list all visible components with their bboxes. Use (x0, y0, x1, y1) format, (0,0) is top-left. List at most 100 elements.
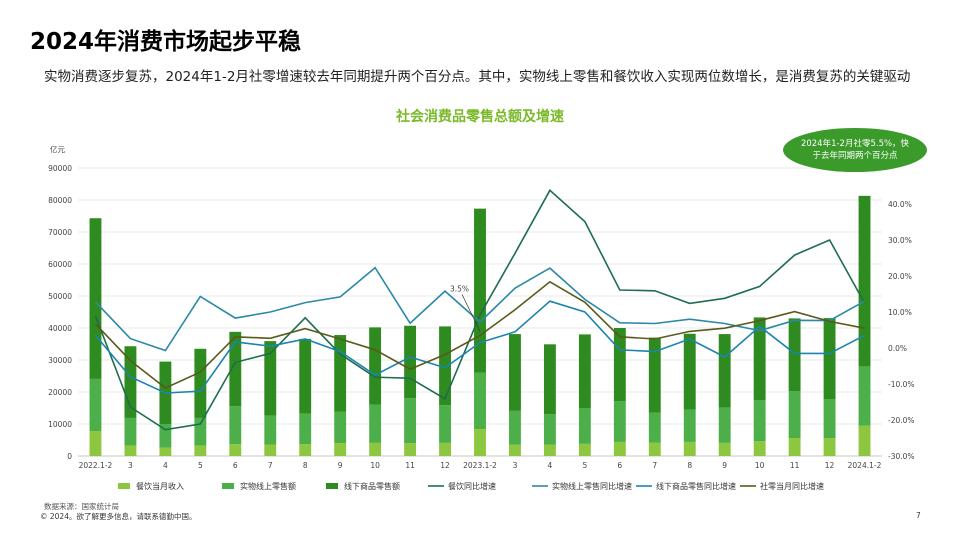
annotation-leader (461, 294, 481, 332)
bar-segment (509, 334, 521, 411)
bar-segment (369, 404, 382, 443)
x-tick-label: 4 (163, 461, 168, 470)
bar-segment (788, 391, 801, 439)
annotation-layer: 3.5% (450, 284, 481, 332)
bar-segment (788, 438, 801, 456)
chart-title: 社会消费品零售总额及增速 (396, 109, 564, 125)
bar-segment (509, 410, 521, 445)
series-line (94, 300, 865, 394)
bar-segment (124, 445, 137, 456)
x-tick-label: 2024.1-2 (848, 461, 882, 470)
y2-tick-label: 0.0% (888, 344, 907, 353)
x-tick-label: 11 (405, 461, 415, 470)
bar-segment (474, 372, 486, 430)
y-tick-label: 50000 (48, 292, 72, 301)
bar-segment (299, 413, 312, 445)
line-layer (94, 189, 866, 431)
y2-tick-label: -20.0% (888, 416, 915, 425)
bar-segment (229, 331, 242, 407)
x-tick-label: 4 (548, 461, 553, 470)
bar-segment (718, 407, 731, 443)
bar-segment (89, 218, 102, 379)
y-tick-label: 10000 (48, 420, 72, 429)
legend-label: 实物线上零售额 (240, 481, 296, 491)
bar-segment (858, 195, 871, 367)
bar-segment (648, 412, 661, 443)
bar-segment (788, 318, 801, 392)
bar-segment (124, 417, 137, 446)
bar-segment (578, 408, 591, 444)
bar-segment (753, 317, 766, 401)
bar-segment (159, 424, 172, 448)
x-axis: 2022.1-2 3 4 5 6 7 8 9 10 11 12 2023.1-2 3 4 5 6 7 8 9 10 11… (79, 461, 882, 470)
bar-segment (648, 337, 661, 413)
bar-segment (718, 442, 731, 456)
bar-segment (823, 399, 836, 439)
bar-segment (753, 441, 766, 456)
bar-segment (194, 348, 207, 418)
bar-segment (229, 444, 242, 456)
bar-segment (299, 444, 312, 456)
x-tick-label: 8 (303, 461, 308, 470)
bar-segment (439, 405, 451, 443)
x-tick-label: 2023.1-2 (463, 461, 497, 470)
x-tick-label: 10 (755, 461, 765, 470)
callout-bubble: 2024年1-2月社零5.5%，快于去年同期两个百分点 (783, 128, 927, 172)
x-tick-label: 7 (652, 461, 657, 470)
bar-segment (823, 438, 836, 456)
slide-subtitle: 实物消费逐步复苏，2024年1-2月社零增速较去年同期提升两个百分点。其中，实物… (44, 69, 911, 85)
x-tick-label: 6 (617, 461, 622, 470)
bar-segment (613, 441, 626, 456)
x-tick-label: 12 (825, 461, 835, 470)
y-tick-label: 20000 (48, 388, 72, 397)
bar-segment (369, 327, 382, 405)
bar-segment (439, 442, 451, 456)
legend: 餐饮当月收入 实物线上零售额 线下商品零售额 餐饮同比增速 实物线上零售同比增速 线下商品… (118, 481, 824, 491)
bar-segment (264, 444, 277, 456)
bar-segment (648, 442, 661, 456)
copyright-note: © 2024。欲了解更多信息，请联系德勤中国。 (40, 512, 197, 521)
y-tick-label: 90000 (48, 164, 72, 173)
legend-swatch (326, 483, 338, 489)
x-tick-label: 9 (338, 461, 343, 470)
bar-segment (683, 409, 696, 442)
y-tick-label: 70000 (48, 228, 72, 237)
x-tick-label: 5 (198, 461, 203, 470)
legend-label: 餐饮当月收入 (136, 481, 184, 491)
bar-segment (613, 328, 626, 402)
annotation-label: 3.5% (450, 284, 469, 293)
series-line (94, 280, 865, 389)
x-tick-label: 12 (440, 461, 450, 470)
bar-segment (543, 344, 556, 415)
legend-label: 线下商品零售额 (344, 481, 400, 491)
y-tick-label: 0 (67, 452, 72, 461)
bar-segment (858, 425, 871, 456)
x-tick-label: 7 (268, 461, 273, 470)
y2-tick-label: -10.0% (888, 380, 915, 389)
bar-segment (404, 325, 417, 399)
x-tick-label: 3 (513, 461, 518, 470)
x-tick-label: 10 (370, 461, 380, 470)
x-tick-label: 5 (582, 461, 587, 470)
bar-segment (229, 406, 242, 445)
legend-label: 社零当月同比增速 (760, 481, 824, 491)
bar-segment (543, 444, 556, 456)
bar-segment (159, 447, 172, 456)
bar-segment (264, 415, 277, 445)
bar-segment (194, 445, 207, 456)
bar-segment (334, 411, 347, 444)
bar-segment (718, 334, 731, 408)
bar-segment (474, 429, 486, 456)
bar-segment (509, 444, 521, 456)
y-axis-unit-label: 亿元 (50, 144, 65, 154)
bar-segment (683, 441, 696, 456)
page-number: 7 (916, 511, 921, 520)
bar-segment (194, 417, 207, 446)
bar-segment (474, 208, 486, 373)
bar-segment (334, 443, 347, 456)
legend-label: 实物线上零售同比增速 (552, 481, 632, 491)
bar-segment (334, 335, 347, 412)
bar-segment (369, 442, 382, 456)
x-tick-label: 2022.1-2 (79, 461, 113, 470)
series-line (94, 189, 866, 431)
